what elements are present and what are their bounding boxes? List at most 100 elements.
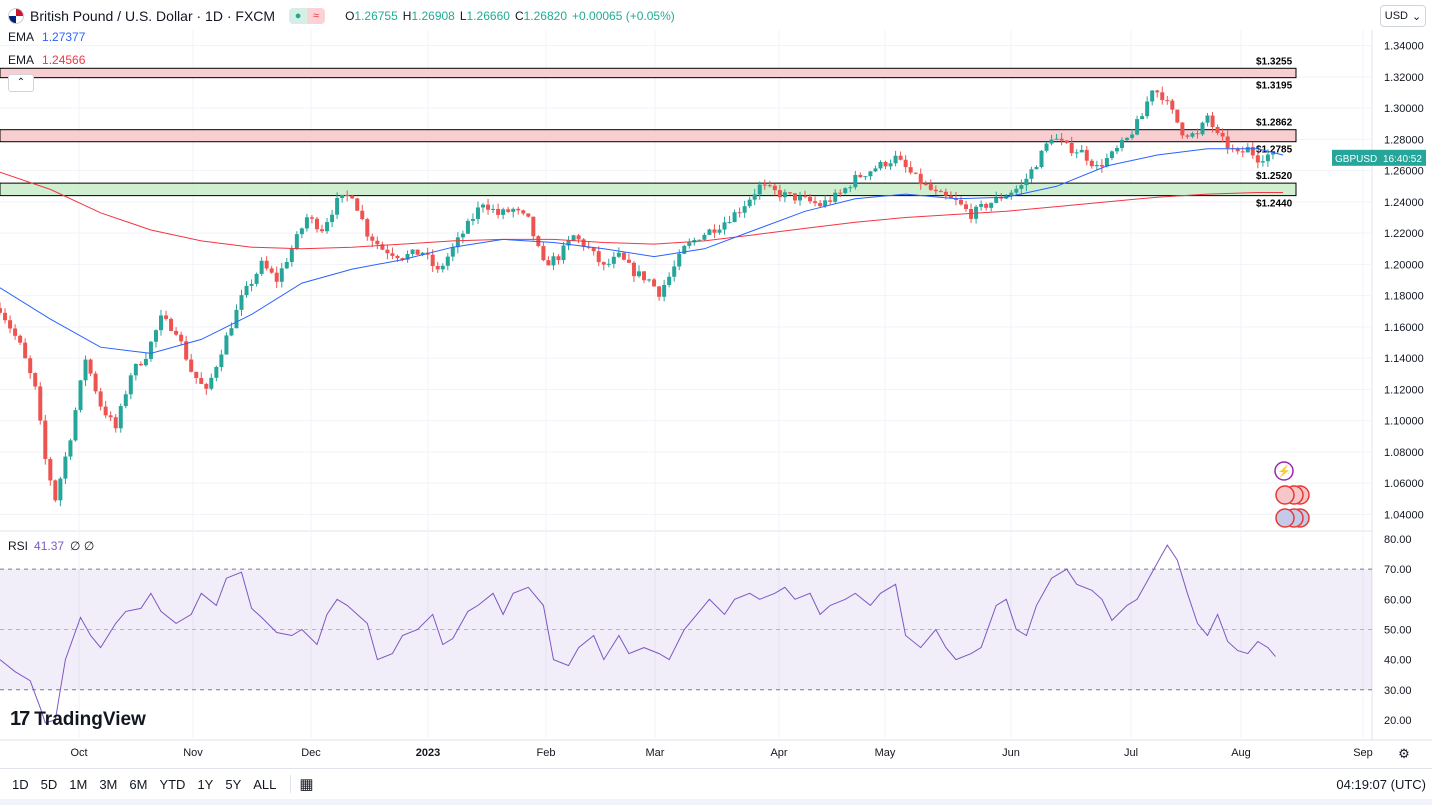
- candle-down: [43, 420, 48, 459]
- candle-up: [742, 206, 747, 213]
- candle-down: [621, 252, 626, 260]
- chart-canvas[interactable]: 1.34000 1.32000 1.30000 1.28000 1.26000 1.240…: [0, 0, 1432, 768]
- candle-down: [370, 236, 375, 241]
- candle-down: [591, 247, 596, 252]
- candle-up: [677, 253, 682, 267]
- candle-up: [118, 406, 123, 429]
- candle-up: [229, 328, 234, 336]
- tradingview-logo[interactable]: 17 TradingView: [10, 708, 146, 731]
- rsi-legend[interactable]: RSI 41.37 ∅ ∅: [8, 539, 94, 553]
- range-1d[interactable]: 1D: [12, 776, 29, 792]
- candle-up: [551, 256, 556, 266]
- candle-up: [662, 284, 667, 297]
- price-tick-label: 1.16000: [1384, 322, 1424, 334]
- symbol-title[interactable]: British Pound / U.S. Dollar · 1D · FXCM: [30, 8, 276, 24]
- candle-up: [989, 202, 994, 208]
- candle-down: [858, 174, 863, 178]
- range-5y[interactable]: 5Y: [225, 776, 242, 792]
- candle-up: [159, 315, 164, 331]
- time-tick-label: May: [875, 747, 896, 759]
- candle-down: [808, 196, 813, 202]
- uk-event-icon: [1275, 485, 1295, 505]
- range-3m[interactable]: 3M: [99, 776, 118, 792]
- candle-up: [73, 410, 78, 441]
- collapse-legend-button[interactable]: ⌃: [8, 74, 34, 92]
- rsi-tick-label: 30.00: [1384, 685, 1412, 697]
- range-1y[interactable]: 1Y: [197, 776, 214, 792]
- utc-clock[interactable]: 04:19:07 (UTC): [1336, 776, 1426, 792]
- candle-up: [440, 265, 445, 270]
- candle-down: [948, 195, 953, 199]
- candle-up: [224, 335, 229, 355]
- ema-slow-legend[interactable]: EMA 1.24566: [8, 53, 85, 67]
- candle-up: [259, 260, 264, 274]
- candle-up: [410, 249, 415, 255]
- candle-up: [123, 394, 128, 407]
- time-tick-label: Apr: [770, 747, 787, 759]
- us-event-icon: [1275, 508, 1295, 528]
- range-1m[interactable]: 1M: [69, 776, 88, 792]
- lightning-event-icon: [1274, 461, 1294, 481]
- candle-down: [1240, 151, 1245, 153]
- candle-down: [189, 359, 194, 372]
- candle-down: [1160, 92, 1165, 101]
- candle-down: [908, 167, 913, 173]
- candle-up: [1034, 167, 1039, 170]
- candle-down: [838, 192, 843, 194]
- candle-up: [752, 194, 757, 200]
- candle-down: [138, 363, 143, 366]
- candle-down: [93, 373, 98, 392]
- calendar-range-icon[interactable]: ▦: [299, 776, 314, 793]
- candle-up: [1245, 146, 1250, 153]
- candle-up: [797, 195, 802, 201]
- ema-fast-label: EMA: [8, 30, 35, 44]
- candle-up: [707, 229, 712, 235]
- rsi-tick-label: 60.00: [1384, 594, 1412, 606]
- candle-up: [672, 266, 677, 277]
- candle-up: [1044, 143, 1049, 151]
- range-5d[interactable]: 5D: [40, 776, 58, 792]
- candle-up: [1039, 150, 1044, 168]
- candle-up: [511, 208, 516, 212]
- candle-up: [566, 240, 571, 246]
- rsi-tick-label: 50.00: [1384, 624, 1412, 636]
- candle-up: [501, 209, 506, 215]
- candle-up: [682, 245, 687, 254]
- candle-down: [1235, 148, 1240, 152]
- candle-down: [13, 328, 18, 336]
- price-tick-label: 1.14000: [1384, 353, 1424, 365]
- candle-down: [28, 358, 33, 374]
- market-status-pill[interactable]: ● ≈: [289, 8, 326, 24]
- candle-down: [506, 209, 511, 212]
- candle-up: [1104, 158, 1109, 167]
- candle-down: [787, 192, 792, 194]
- candle-down: [772, 185, 777, 191]
- candle-down: [1180, 122, 1185, 136]
- candle-up: [1029, 169, 1034, 179]
- candle-up: [1094, 164, 1099, 167]
- candle-up: [1135, 119, 1140, 135]
- range-6m[interactable]: 6M: [129, 776, 148, 792]
- candle-up: [1014, 188, 1019, 193]
- range-all[interactable]: ALL: [253, 776, 277, 792]
- candle-up: [1024, 178, 1029, 186]
- ema-fast-legend[interactable]: EMA 1.27377: [8, 30, 85, 44]
- candle-up: [1049, 139, 1054, 144]
- zone-top-label: $1.2862: [1256, 118, 1293, 129]
- candle-down: [108, 415, 113, 418]
- range-ytd[interactable]: YTD: [159, 776, 186, 792]
- candle-up: [304, 217, 309, 229]
- candle-down: [88, 359, 93, 374]
- candle-up: [1150, 90, 1155, 102]
- time-tick-label: Mar: [646, 747, 665, 759]
- candle-down: [1175, 109, 1180, 123]
- time-tick-label: Dec: [301, 747, 321, 759]
- candle-down: [556, 256, 561, 261]
- candle-down: [199, 378, 204, 384]
- currency-selector[interactable]: USD ⌄: [1380, 5, 1426, 27]
- time-tick-label: Sep: [1353, 747, 1373, 759]
- gbp-usd-flag-icon: [8, 8, 24, 24]
- candle-up: [330, 214, 335, 223]
- candle-down: [1064, 140, 1069, 143]
- candle-down: [964, 204, 969, 209]
